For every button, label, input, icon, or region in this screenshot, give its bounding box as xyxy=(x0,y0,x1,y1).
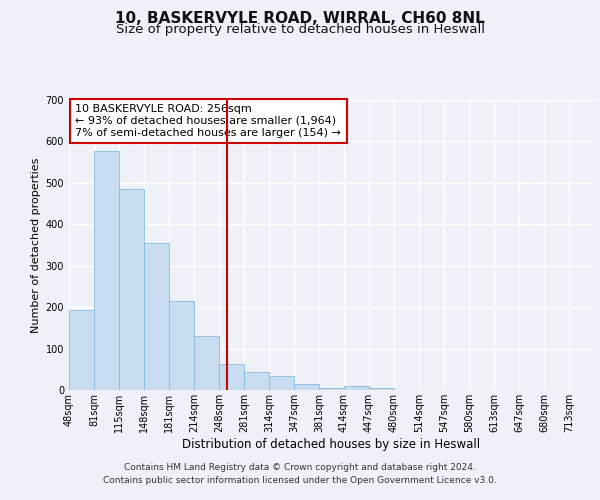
Text: Contains public sector information licensed under the Open Government Licence v3: Contains public sector information licen… xyxy=(103,476,497,485)
Bar xyxy=(244,372,269,390)
Bar xyxy=(119,190,144,390)
Y-axis label: Number of detached properties: Number of detached properties xyxy=(31,158,41,332)
Bar xyxy=(169,300,194,390)
Text: Contains HM Land Registry data © Crown copyright and database right 2024.: Contains HM Land Registry data © Crown c… xyxy=(124,462,476,471)
X-axis label: Distribution of detached houses by size in Heswall: Distribution of detached houses by size … xyxy=(182,438,481,450)
Text: 10, BASKERVYLE ROAD, WIRRAL, CH60 8NL: 10, BASKERVYLE ROAD, WIRRAL, CH60 8NL xyxy=(115,11,485,26)
Bar xyxy=(144,242,169,390)
Text: Size of property relative to detached houses in Heswall: Size of property relative to detached ho… xyxy=(115,24,485,36)
Text: 10 BASKERVYLE ROAD: 256sqm
← 93% of detached houses are smaller (1,964)
7% of se: 10 BASKERVYLE ROAD: 256sqm ← 93% of deta… xyxy=(76,104,341,138)
Bar xyxy=(194,336,219,390)
Bar xyxy=(94,150,119,390)
Bar xyxy=(369,388,394,390)
Bar xyxy=(219,364,244,390)
Bar xyxy=(294,384,319,390)
Bar xyxy=(319,388,344,390)
Bar xyxy=(69,310,94,390)
Bar xyxy=(344,386,369,390)
Bar xyxy=(269,376,294,390)
